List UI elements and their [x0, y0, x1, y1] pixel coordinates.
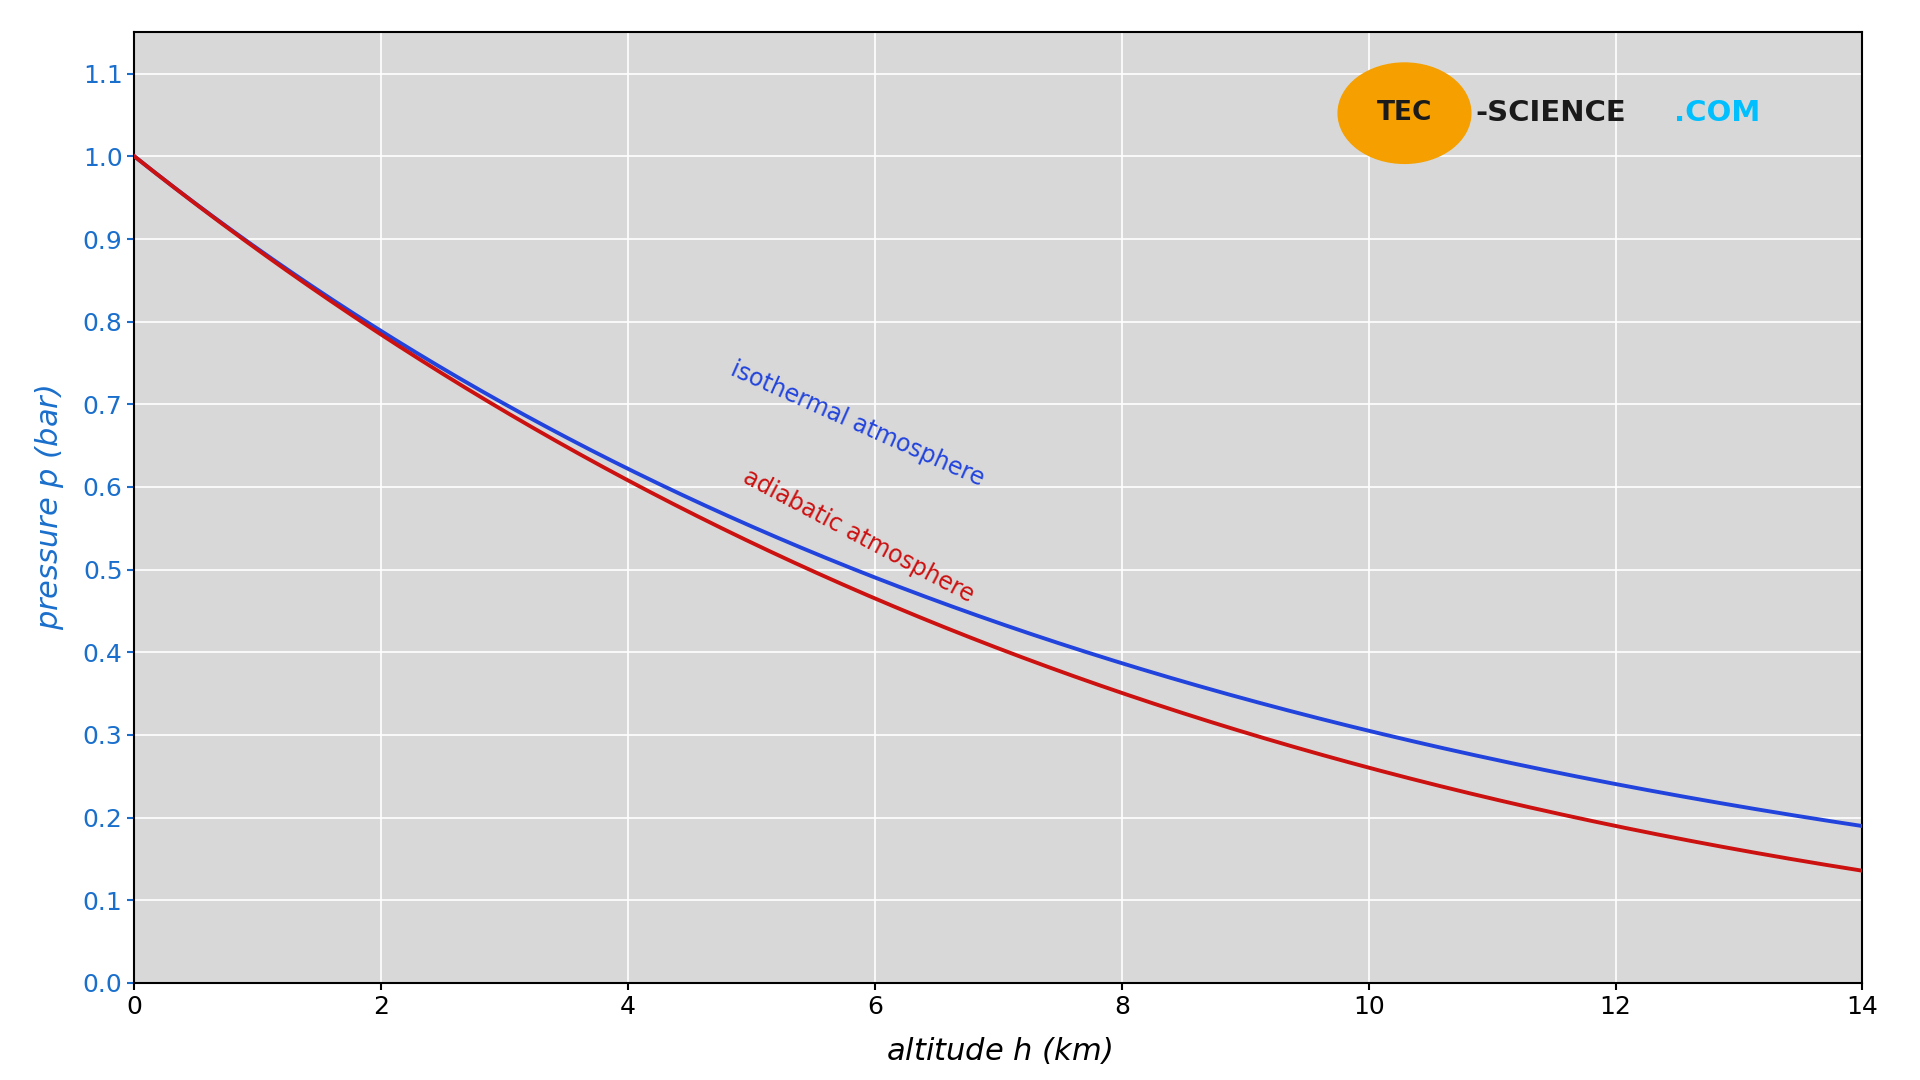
X-axis label: altitude $h$ (km): altitude $h$ (km)	[885, 1036, 1112, 1066]
Text: -SCIENCE: -SCIENCE	[1475, 99, 1626, 127]
Text: .COM: .COM	[1674, 99, 1761, 127]
Text: adiabatic atmosphere: adiabatic atmosphere	[739, 464, 977, 607]
Text: TEC: TEC	[1377, 100, 1432, 126]
Y-axis label: pressure $p$ (bar): pressure $p$ (bar)	[33, 384, 65, 631]
Text: isothermal atmosphere: isothermal atmosphere	[728, 357, 987, 491]
Ellipse shape	[1338, 63, 1471, 163]
